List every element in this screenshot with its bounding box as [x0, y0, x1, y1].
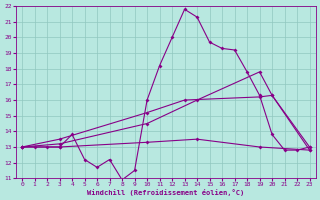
X-axis label: Windchill (Refroidissement éolien,°C): Windchill (Refroidissement éolien,°C) — [87, 189, 244, 196]
